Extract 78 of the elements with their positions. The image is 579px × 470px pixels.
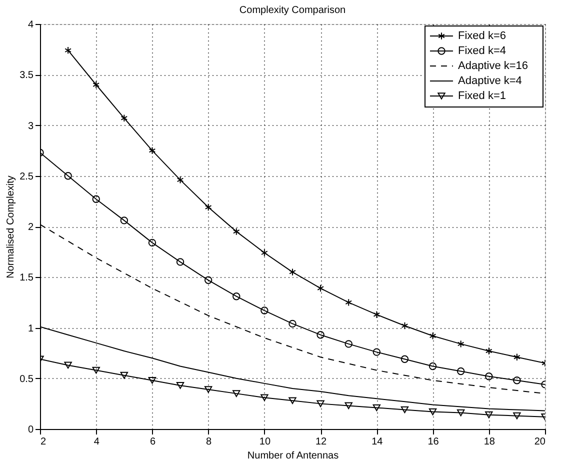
point bbox=[372, 404, 381, 412]
point bbox=[428, 408, 437, 416]
point bbox=[288, 397, 296, 404]
point bbox=[261, 248, 268, 257]
legend-label: Adaptive k=4 bbox=[458, 75, 522, 87]
y-tick-label: 3.5 bbox=[20, 70, 34, 82]
x-tick-label: 6 bbox=[150, 436, 156, 448]
point bbox=[260, 306, 268, 314]
point bbox=[64, 46, 72, 54]
point bbox=[456, 409, 465, 416]
point bbox=[513, 376, 521, 384]
point bbox=[344, 340, 352, 348]
point bbox=[176, 382, 184, 389]
x-tick-label: 14 bbox=[372, 436, 384, 448]
point bbox=[513, 412, 521, 420]
point bbox=[485, 372, 493, 380]
point bbox=[120, 372, 128, 379]
point bbox=[514, 353, 520, 361]
x-tick-label: 2 bbox=[40, 436, 46, 448]
point bbox=[176, 176, 184, 184]
legend-label: Fixed k=6 bbox=[458, 30, 506, 42]
y-tick-label: 2.5 bbox=[20, 171, 34, 182]
point bbox=[289, 268, 296, 276]
point bbox=[456, 367, 465, 376]
legend-label: Fixed k=4 bbox=[458, 45, 506, 57]
x-tick-label: 10 bbox=[259, 436, 271, 448]
point bbox=[372, 348, 381, 356]
point bbox=[64, 362, 72, 369]
x-tick-label: 8 bbox=[206, 436, 212, 448]
x-tick-label: 4 bbox=[94, 436, 100, 448]
point bbox=[457, 340, 464, 348]
point bbox=[148, 376, 156, 384]
point bbox=[204, 386, 212, 393]
point bbox=[316, 330, 324, 339]
x-tick-label: 20 bbox=[534, 436, 546, 448]
point bbox=[260, 394, 268, 402]
y-axis-title: Normalised Complexity bbox=[6, 176, 17, 278]
point bbox=[344, 402, 352, 410]
point bbox=[485, 411, 493, 418]
x-tick-label: 16 bbox=[428, 436, 440, 448]
point bbox=[204, 276, 212, 284]
point bbox=[232, 228, 240, 236]
y-tick-label: 1.5 bbox=[20, 272, 34, 284]
x-tick-label: 18 bbox=[484, 436, 496, 448]
point bbox=[120, 114, 128, 122]
point bbox=[429, 332, 436, 340]
y-tick-label: 0 bbox=[28, 424, 34, 436]
legend-label: Fixed k=1 bbox=[458, 90, 506, 102]
point bbox=[232, 292, 240, 300]
point bbox=[92, 366, 100, 374]
point bbox=[176, 258, 184, 266]
y-tick-label: 1 bbox=[28, 323, 34, 334]
point bbox=[485, 347, 492, 355]
y-tick-label: 2 bbox=[28, 222, 34, 233]
x-axis-title: Number of Antennas bbox=[247, 450, 339, 462]
point bbox=[345, 298, 352, 306]
point bbox=[316, 400, 324, 408]
point bbox=[401, 322, 408, 330]
legend-label: Adaptive k=16 bbox=[458, 60, 528, 72]
point bbox=[92, 80, 100, 89]
point bbox=[204, 203, 212, 212]
point bbox=[400, 406, 409, 414]
point bbox=[120, 216, 128, 224]
point bbox=[373, 310, 380, 318]
point bbox=[232, 390, 240, 397]
y-tick-label: 0.5 bbox=[20, 374, 34, 385]
point bbox=[288, 320, 296, 328]
point bbox=[148, 238, 156, 247]
point bbox=[317, 284, 324, 292]
y-tick-label: 4 bbox=[28, 20, 34, 30]
point bbox=[148, 146, 156, 154]
x-tick-label: 12 bbox=[315, 436, 328, 448]
point bbox=[92, 195, 100, 204]
chart-title: Complexity Comparison bbox=[239, 5, 346, 16]
point bbox=[400, 355, 409, 363]
point bbox=[64, 172, 72, 180]
y-tick-label: 3 bbox=[28, 120, 34, 132]
point bbox=[428, 362, 437, 370]
